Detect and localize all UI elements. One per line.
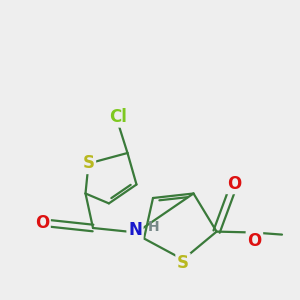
Text: N: N xyxy=(128,221,142,239)
Text: H: H xyxy=(148,220,160,234)
Text: Cl: Cl xyxy=(110,108,128,126)
Text: S: S xyxy=(82,154,94,172)
Text: O: O xyxy=(227,175,241,193)
Text: S: S xyxy=(177,254,189,272)
Text: O: O xyxy=(35,214,49,232)
Text: O: O xyxy=(247,232,262,250)
